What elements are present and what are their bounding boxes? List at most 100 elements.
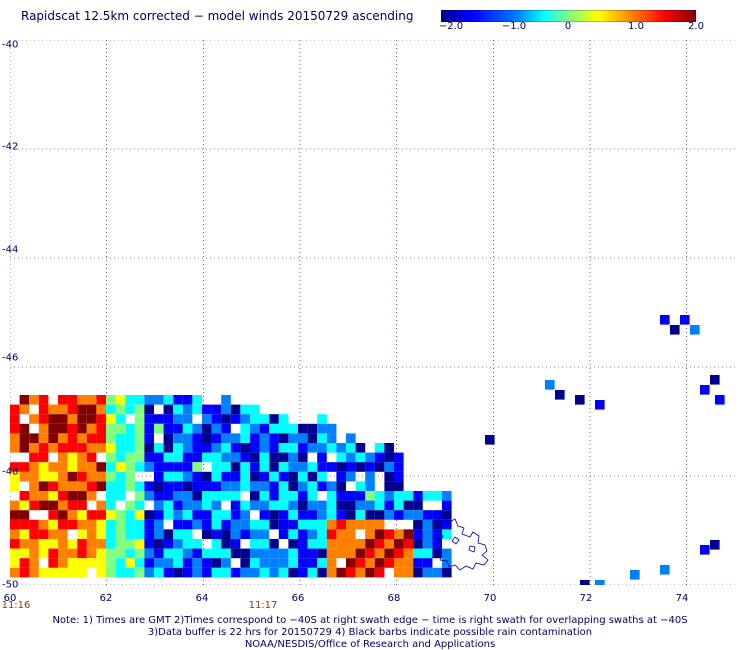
- wind-cell: [422, 539, 433, 549]
- wind-cell: [336, 443, 346, 453]
- wind-cell: [288, 548, 298, 559]
- wind-cell: [163, 471, 174, 482]
- wind-cell: [288, 452, 298, 463]
- wind-cell: [192, 539, 202, 549]
- wind-cell: [269, 423, 279, 434]
- wind-cell: [86, 481, 97, 491]
- wind-cell: [38, 491, 49, 501]
- wind-cell: [240, 433, 250, 443]
- wind-cell: [163, 548, 174, 559]
- wind-cell: [96, 500, 106, 511]
- wind-cell: [202, 471, 212, 482]
- wind-cell: [10, 519, 20, 530]
- wind-cell: [250, 500, 260, 511]
- wind-cell: [317, 462, 327, 472]
- wind-cell: [240, 567, 250, 578]
- wind-cell: [182, 500, 193, 511]
- wind-cell: [384, 471, 394, 482]
- wind-cell: [422, 558, 433, 568]
- wind-cell: [182, 519, 193, 530]
- wind-cell: [86, 529, 97, 539]
- wind-cell: [19, 462, 30, 472]
- wind-cell: [29, 529, 39, 539]
- wind-cell: [230, 433, 241, 443]
- wind-cell: [154, 500, 164, 511]
- wind-cell: [307, 433, 318, 443]
- wind-cell: [278, 529, 289, 539]
- wind-cell: [96, 462, 106, 472]
- wind-cell: [67, 558, 78, 568]
- wind-cell: [278, 567, 289, 578]
- wind-cell: [317, 452, 327, 463]
- wind-cell: [288, 567, 298, 578]
- wind-cell: [19, 433, 30, 443]
- wind-cell: [192, 452, 202, 463]
- wind-cell: [221, 539, 231, 549]
- wind-cell: [163, 567, 174, 578]
- wind-cell: [374, 519, 385, 530]
- wind-cell: [202, 414, 212, 424]
- wind-cell: [115, 539, 126, 549]
- wind-cell: [269, 548, 279, 559]
- wind-cell: [346, 539, 356, 549]
- wind-cell: [96, 471, 106, 482]
- wind-cell: [182, 471, 193, 482]
- wind-cell: [173, 491, 183, 501]
- wind-cell: [67, 539, 78, 549]
- wind-cell: [432, 567, 442, 578]
- wind-cell: [106, 510, 116, 520]
- wind-cell: [307, 423, 318, 434]
- wind-cell: [67, 500, 78, 511]
- wind-cell: [10, 539, 20, 549]
- wind-cell: [365, 539, 375, 549]
- wind-cell: [134, 414, 145, 424]
- wind-cell: [115, 510, 126, 520]
- wind-cell: [10, 500, 20, 511]
- wind-cell: [250, 443, 260, 453]
- wind-cell: [48, 548, 58, 559]
- wind-cell: [19, 471, 30, 482]
- wind-cell: [38, 404, 49, 415]
- wind-cell: [58, 423, 68, 434]
- wind-cell: [710, 375, 720, 385]
- wind-cell: [77, 567, 87, 578]
- wind-cell: [422, 567, 433, 578]
- lat-label: -50: [2, 579, 19, 591]
- wind-cell: [250, 481, 260, 491]
- colorbar-tick: 1.0: [628, 21, 644, 32]
- wind-cell: [240, 548, 250, 559]
- wind-cell: [38, 481, 49, 491]
- wind-cell: [317, 481, 327, 491]
- wind-cell: [278, 510, 289, 520]
- wind-cell: [86, 491, 97, 501]
- wind-cell: [630, 570, 640, 580]
- wind-cell: [298, 491, 308, 501]
- wind-cell: [134, 548, 145, 559]
- wind-cell: [10, 404, 20, 415]
- wind-cell: [144, 433, 154, 443]
- wind-cell: [442, 529, 452, 539]
- wind-cell: [173, 510, 183, 520]
- wind-cell: [182, 404, 193, 415]
- wind-cell: [77, 481, 87, 491]
- wind-cell: [269, 510, 279, 520]
- wind-cell: [403, 567, 414, 578]
- wind-cell: [355, 500, 366, 511]
- wind-cell: [144, 567, 154, 578]
- wind-cell: [221, 443, 231, 453]
- wind-cell: [77, 462, 87, 472]
- wind-cell: [154, 539, 164, 549]
- wind-cell: [355, 510, 366, 520]
- wind-cell: [173, 529, 183, 539]
- time-label: 11:16: [1, 600, 31, 611]
- wind-cell: [211, 500, 222, 511]
- wind-cell: [346, 433, 356, 443]
- colorbar-tick: 0: [564, 21, 572, 32]
- wind-cell: [230, 443, 241, 453]
- wind-cell: [422, 491, 433, 501]
- wind-cell: [250, 548, 260, 559]
- wind-cell: [259, 423, 270, 434]
- wind-cell: [29, 462, 39, 472]
- wind-cell: [96, 539, 106, 549]
- wind-cell: [221, 491, 231, 501]
